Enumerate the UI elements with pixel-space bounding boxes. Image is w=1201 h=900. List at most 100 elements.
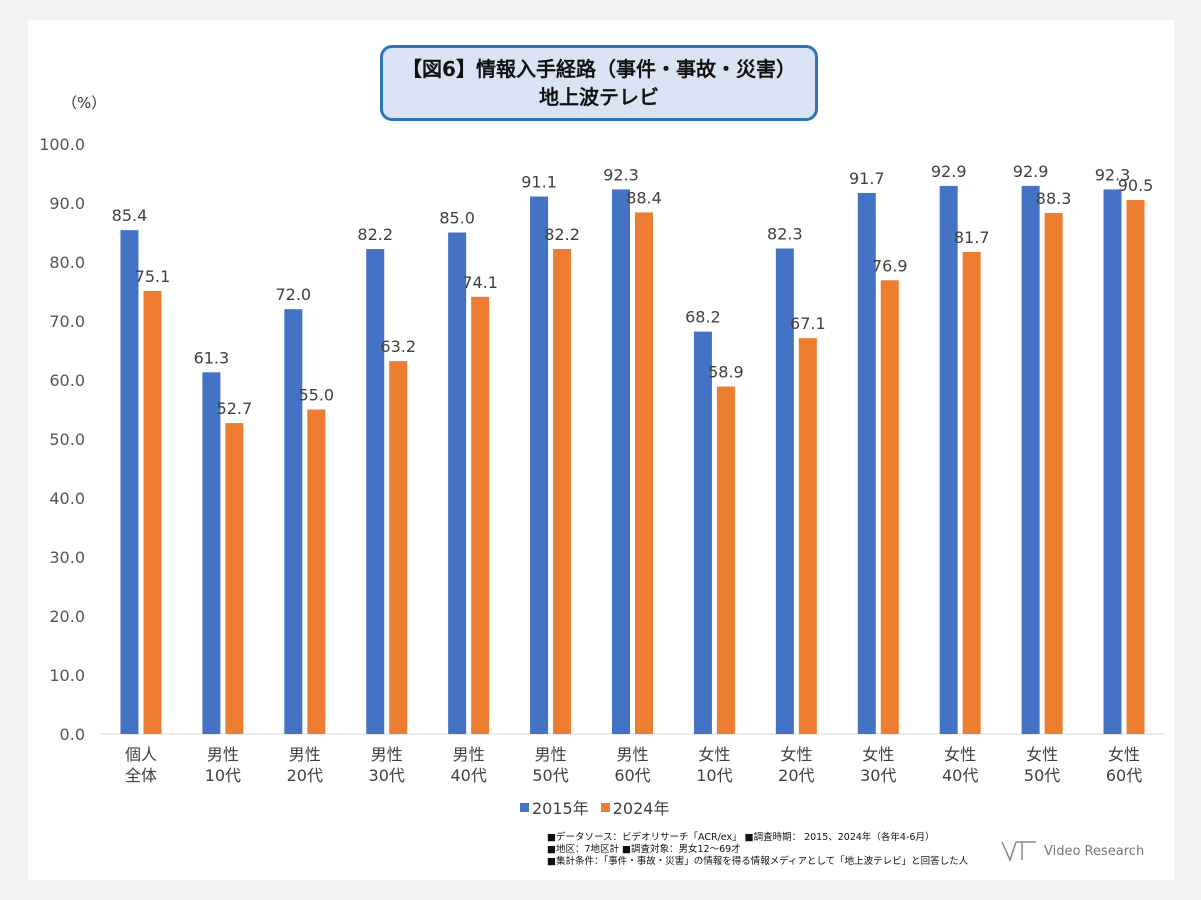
x-category-label: 40代 bbox=[450, 766, 486, 785]
data-label: 91.7 bbox=[849, 169, 885, 188]
bar-2024 bbox=[225, 423, 244, 734]
data-label: 92.3 bbox=[603, 165, 639, 184]
data-label: 88.3 bbox=[1036, 189, 1072, 208]
legend-item-2015: 2015年 bbox=[520, 795, 589, 819]
data-label: 72.0 bbox=[275, 285, 311, 304]
bar-2024 bbox=[1126, 200, 1145, 735]
bar-2015 bbox=[693, 331, 712, 734]
x-category-label: 全体 bbox=[125, 766, 157, 785]
data-label: 75.1 bbox=[135, 267, 171, 286]
bar-2024 bbox=[143, 290, 162, 734]
y-tick-label: 80.0 bbox=[49, 253, 85, 272]
data-label: 85.0 bbox=[439, 209, 475, 228]
data-label: 88.4 bbox=[626, 188, 662, 207]
data-label: 92.9 bbox=[931, 162, 967, 181]
bar-2015 bbox=[448, 232, 467, 734]
bar-2015 bbox=[284, 309, 303, 734]
x-category-label: 20代 bbox=[778, 766, 814, 785]
x-category-label: 男性 bbox=[289, 745, 321, 764]
data-label: 85.4 bbox=[112, 206, 148, 225]
x-category-label: 60代 bbox=[614, 766, 650, 785]
y-tick-label: 0.0 bbox=[60, 725, 85, 744]
x-category-label: 個人 bbox=[125, 745, 157, 764]
video-research-logo-icon bbox=[1001, 841, 1036, 863]
bar-2024 bbox=[1044, 213, 1063, 734]
x-category-label: 男性 bbox=[453, 745, 485, 764]
bar-2015 bbox=[1103, 189, 1122, 734]
bar-2015 bbox=[612, 189, 630, 734]
bar-2024 bbox=[471, 296, 490, 734]
x-category-label: 10代 bbox=[696, 766, 732, 785]
data-label: 61.3 bbox=[194, 348, 230, 367]
data-label: 82.3 bbox=[767, 224, 803, 243]
bar-2024 bbox=[962, 251, 981, 734]
x-category-label: 40代 bbox=[942, 766, 978, 785]
data-label: 67.1 bbox=[790, 314, 826, 333]
bar-2024 bbox=[307, 409, 326, 734]
data-label: 92.9 bbox=[1013, 162, 1049, 181]
bar-2024 bbox=[716, 386, 735, 734]
data-label: 81.7 bbox=[954, 228, 990, 247]
y-tick-label: 40.0 bbox=[49, 489, 85, 508]
bar-2024 bbox=[798, 338, 817, 734]
x-category-label: 30代 bbox=[369, 766, 405, 785]
source-notes: ■データソース：ビデオリサーチ「ACR/ex」 ■調査時期： 2015、2024… bbox=[547, 832, 968, 868]
y-tick-label: 10.0 bbox=[49, 666, 85, 685]
x-category-label: 60代 bbox=[1106, 766, 1142, 785]
legend: 2015年 2024年 bbox=[520, 795, 669, 819]
data-label: 76.9 bbox=[872, 256, 908, 275]
x-category-label: 20代 bbox=[287, 766, 323, 785]
bar-2015 bbox=[775, 248, 794, 734]
y-tick-label: 50.0 bbox=[49, 430, 85, 449]
x-category-label: 50代 bbox=[1024, 766, 1060, 785]
x-category-label: 30代 bbox=[860, 766, 896, 785]
data-label: 63.2 bbox=[380, 337, 416, 356]
y-tick-label: 20.0 bbox=[49, 607, 85, 626]
chart-title-box: 【図6】情報入手経路（事件・事故・災害） 地上波テレビ bbox=[380, 45, 818, 121]
logo-text: Video Research bbox=[1044, 843, 1145, 859]
legend-swatch-2024 bbox=[600, 802, 610, 812]
x-category-label: 男性 bbox=[535, 745, 567, 764]
data-label: 58.9 bbox=[708, 362, 744, 381]
x-category-label: 女性 bbox=[862, 745, 894, 764]
legend-item-2024: 2024年 bbox=[600, 795, 670, 819]
bar-2024 bbox=[880, 280, 899, 734]
x-category-label: 50代 bbox=[532, 766, 568, 785]
data-label: 82.2 bbox=[544, 225, 580, 244]
y-axis-unit: （%） bbox=[62, 94, 107, 112]
data-label: 92.3 bbox=[1095, 165, 1131, 184]
data-label: 68.2 bbox=[685, 308, 721, 327]
y-tick-label: 100.0 bbox=[39, 135, 85, 154]
bar-2015 bbox=[939, 185, 958, 734]
company-logo: Video Research bbox=[1000, 838, 1144, 864]
y-tick-label: 70.0 bbox=[49, 312, 85, 331]
note-source: ■データソース：ビデオリサーチ「ACR/ex」 ■調査時期： 2015、2024… bbox=[547, 832, 935, 843]
legend-swatch-2015 bbox=[520, 802, 529, 812]
bar-2015 bbox=[857, 192, 876, 735]
x-category-label: 女性 bbox=[698, 745, 730, 764]
note-condition: ■集計条件：「事件・事故・災害」の情報を得る情報メディアとして「地上波テレビ」と… bbox=[547, 856, 969, 867]
bar-2015 bbox=[530, 196, 549, 734]
x-category-label: 女性 bbox=[780, 745, 812, 764]
legend-label-2015: 2015年 bbox=[532, 799, 589, 818]
x-category-label: 男性 bbox=[371, 745, 403, 764]
y-tick-label: 90.0 bbox=[49, 194, 85, 213]
bar-2015 bbox=[202, 372, 221, 734]
y-tick-label: 60.0 bbox=[49, 371, 85, 390]
chart-subtitle: 地上波テレビ bbox=[539, 85, 659, 109]
x-category-label: 女性 bbox=[944, 745, 976, 764]
y-tick-label: 30.0 bbox=[49, 548, 85, 567]
data-label: 55.0 bbox=[298, 386, 334, 405]
data-label: 52.7 bbox=[217, 399, 253, 418]
data-label: 90.5 bbox=[1118, 176, 1154, 195]
x-category-label: 10代 bbox=[205, 766, 241, 785]
bar-2024 bbox=[389, 361, 408, 734]
x-category-label: 男性 bbox=[616, 745, 648, 764]
x-category-label: 女性 bbox=[1108, 745, 1140, 764]
legend-label-2024: 2024年 bbox=[612, 799, 670, 818]
bar-2015 bbox=[366, 249, 385, 734]
bar-2015 bbox=[120, 230, 139, 734]
note-area: ■地区：7地区計 ■調査対象：男女12～69才 bbox=[547, 844, 741, 855]
data-label: 91.1 bbox=[521, 173, 557, 192]
